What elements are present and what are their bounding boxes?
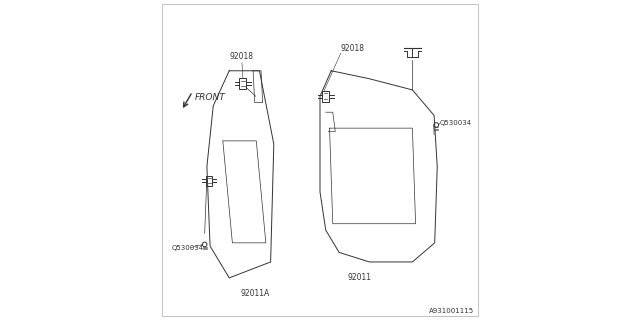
Text: Q530034: Q530034	[440, 120, 472, 126]
Text: 92011: 92011	[348, 273, 372, 282]
Text: 92011A: 92011A	[240, 289, 269, 298]
Text: 92018: 92018	[340, 44, 365, 53]
Text: A931001115: A931001115	[429, 308, 474, 314]
Text: Q530034: Q530034	[172, 244, 204, 251]
Text: 92018: 92018	[230, 52, 254, 61]
Text: FRONT: FRONT	[195, 93, 226, 102]
